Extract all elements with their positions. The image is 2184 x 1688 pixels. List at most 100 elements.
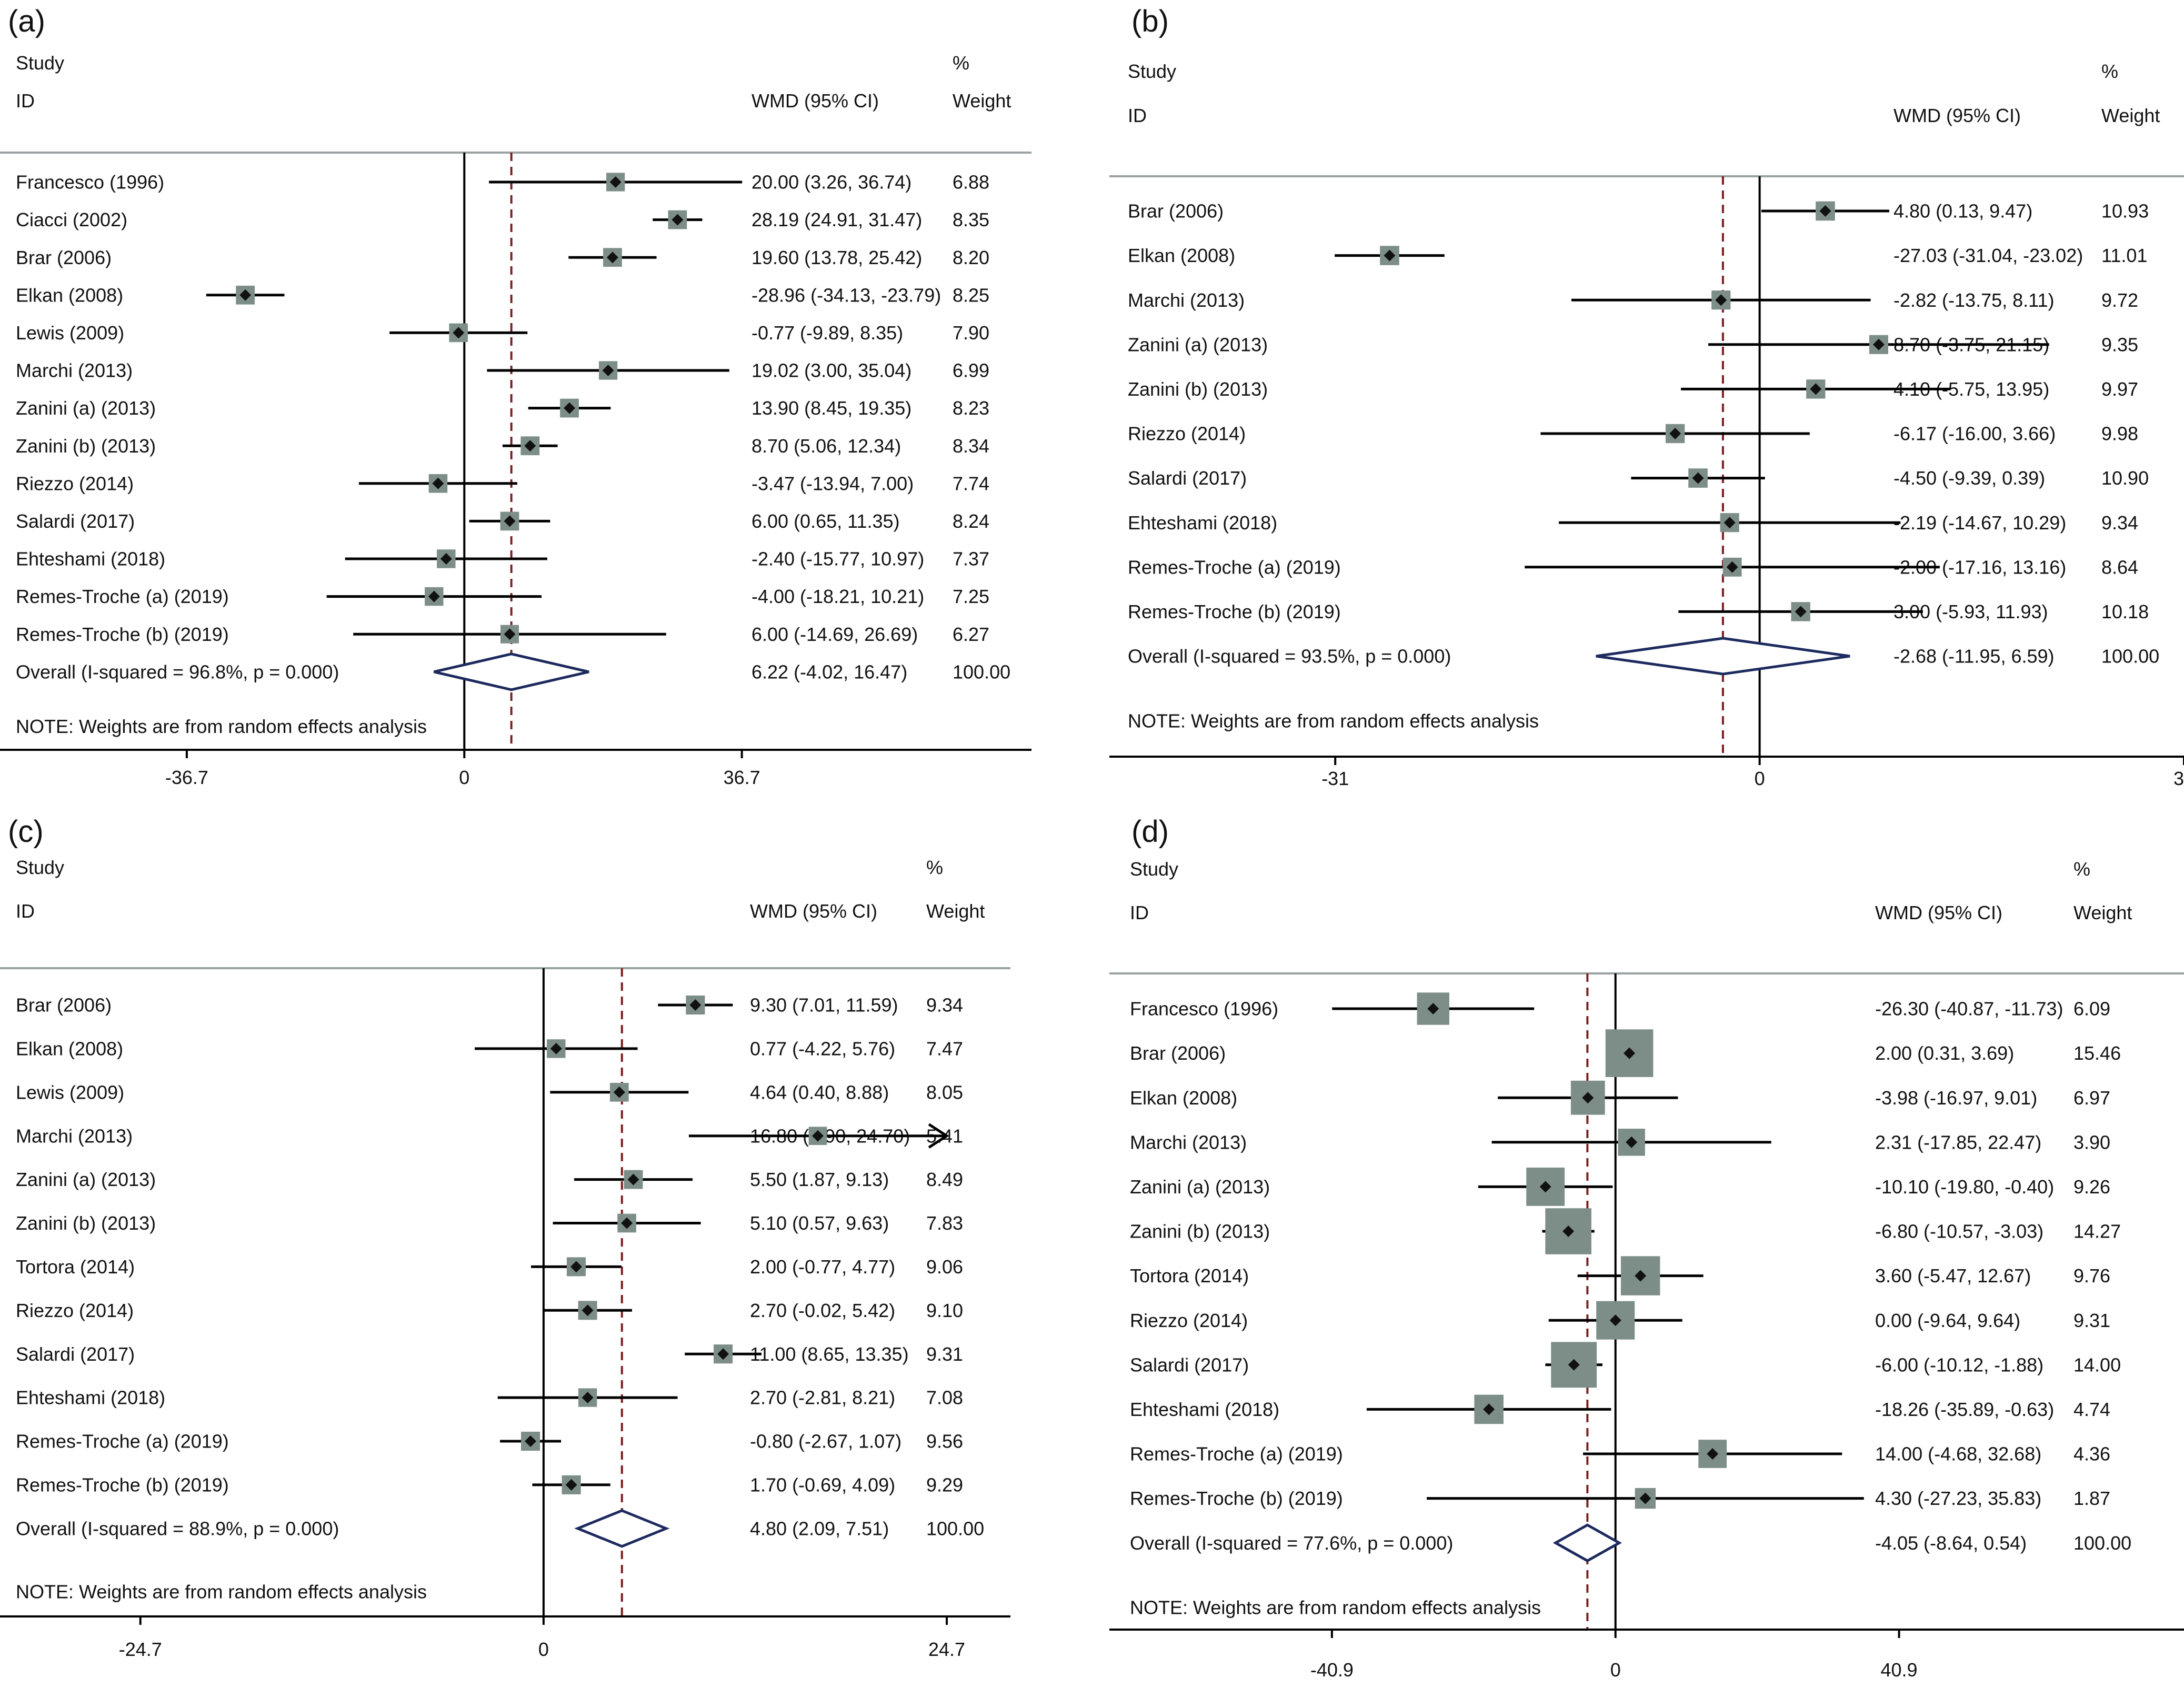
study-name: Remes-Troche (b) (2019) [1130,1488,1343,1509]
header-effect: WMD (95% CI) [750,900,877,922]
point-estimate [1384,249,1396,262]
study-ci: 19.60 (13.78, 25.42) [752,247,922,268]
study-row: Ehteshami (2018) -2.19 (-14.67, 10.29) 9.3… [1128,512,2138,534]
overall-row: Overall (I-squared = 96.8%, p = 0.000) 6.… [16,652,1010,691]
study-name: Brar (2006) [1130,1042,1226,1064]
study-name: Remes-Troche (a) (2019) [16,1431,229,1452]
x-tick-label: 0 [459,767,469,788]
study-weight: 7.47 [926,1038,963,1060]
study-row: Elkan (2008) -27.03 (-31.04, -23.02) 11.01 [1128,245,2147,266]
study-row: Ehteshami (2018) 2.70 (-2.81, 8.21) 7.08 [16,1387,963,1409]
study-ci: -2.40 (-15.77, 10.97) [752,548,924,570]
study-weight: 8.05 [926,1081,963,1103]
study-ci: -3.98 (-16.97, 9.01) [1875,1087,2037,1109]
study-row: Remes-Troche (a) (2019) -2.00 (-17.16, 13… [1128,556,2138,578]
study-row: Brar (2006) 2.00 (0.31, 3.69) 15.46 [1130,1029,2121,1077]
weights-note: NOTE: Weights are from random effects an… [16,716,427,737]
study-row: Francesco (1996) -26.30 (-40.87, -11.73) 6… [1130,992,2110,1025]
overall-weight: 100.00 [2073,1532,2131,1554]
x-tick-label: 0 [1610,1659,1621,1681]
overall-label: Overall (I-squared = 77.6%, p = 0.000) [1130,1532,1453,1554]
study-ci: -10.10 (-19.80, -0.40) [1875,1176,2054,1198]
study-name: Ciacci (2002) [16,209,127,230]
study-ci: 13.90 (8.45, 19.35) [752,397,911,419]
study-weight: 7.83 [926,1212,963,1234]
x-tick-label: 24.7 [928,1639,965,1660]
point-estimate [1568,1359,1580,1371]
study-ci: 20.00 (3.26, 36.74) [752,172,911,193]
study-name: Ehteshami (2018) [1128,512,1277,534]
study-ci: 0.00 (-9.64, 9.64) [1875,1310,2020,1331]
study-ci: -6.80 (-10.57, -3.03) [1875,1221,2043,1242]
study-weight: 4.36 [2073,1443,2110,1465]
study-ci: 2.31 (-17.85, 22.47) [1875,1131,2041,1153]
study-weight: 9.26 [2073,1176,2110,1198]
study-ci: 5.10 (0.57, 9.63) [750,1212,889,1234]
study-name: Salardi (2017) [16,510,135,532]
point-estimate [582,1392,594,1404]
study-ci: -4.50 (-9.39, 0.39) [1894,467,2045,489]
study-row: Remes-Troche (b) (2019) 4.30 (-27.23, 35.… [1130,1488,2110,1509]
study-row: Marchi (2013) 2.31 (-17.85, 22.47) 3.90 [1130,1129,2110,1156]
point-estimate [1669,428,1681,439]
weights-note: NOTE: Weights are from random effects an… [1130,1596,1541,1618]
study-weight: 6.99 [953,360,989,381]
point-estimate [621,1217,633,1229]
point-estimate [1562,1225,1575,1237]
study-weight: 10.18 [2101,601,2149,622]
study-name: Remes-Troche (b) (2019) [16,1474,229,1496]
study-weight: 9.10 [926,1300,963,1321]
study-row: Riezzo (2014) -3.47 (-13.94, 7.00) 7.74 [16,473,989,494]
study-name: Marchi (2013) [16,360,133,381]
x-tick-label: -31 [1321,768,1349,789]
study-ci: -3.47 (-13.94, 7.00) [752,473,914,494]
study-name: Ehteshami (2018) [16,1387,165,1409]
study-row: Salardi (2017) -6.00 (-10.12, -1.88) 14.00 [1130,1342,2121,1388]
x-tick-label: 40.9 [1881,1659,1918,1681]
study-name: Salardi (2017) [16,1343,135,1365]
study-row: Marchi (2013) 19.02 (3.00, 35.04) 6.99 [16,360,989,381]
study-weight: 8.24 [953,510,989,532]
forest-panel-2: (c) Study ID WMD (95% CI)% Weight Brar (2006)… [0,815,1010,1660]
study-ci: 1.70 (-0.69, 4.09) [750,1474,895,1496]
study-ci: 19.02 (3.00, 35.04) [752,360,911,381]
overall-ci: 4.80 (2.09, 7.51) [750,1518,889,1539]
study-ci: -2.19 (-14.67, 10.29) [1894,512,2066,534]
panel-label: (d) [1131,815,1169,849]
overall-diamond [574,1509,670,1548]
point-estimate [1483,1403,1495,1415]
point-estimate [570,1261,582,1273]
study-row: Brar (2006) 19.60 (13.78, 25.42) 8.20 [16,247,989,268]
point-estimate [1715,294,1727,306]
study-row: Marchi (2013) 16.80 (8.90, 24.70) 5.41 [16,1123,963,1149]
header-pct: % [926,857,943,878]
point-estimate [428,590,440,602]
overall-label: Overall (I-squared = 96.8%, p = 0.000) [16,661,339,682]
header-weight: Weight [953,90,1011,112]
point-estimate [504,628,516,640]
overall-diamond [1596,637,1850,676]
study-name: Riezzo (2014) [1130,1310,1248,1331]
x-tick-label: -24.7 [119,1639,162,1660]
study-row: Marchi (2013) -2.82 (-13.75, 8.11) 9.72 [1128,289,2138,311]
study-ci: -0.77 (-9.89, 8.35) [752,322,903,344]
point-estimate [565,1479,577,1491]
study-row: Remes-Troche (b) (2019) 1.70 (-0.69, 4.09… [16,1474,963,1496]
study-name: Tortora (2014) [1130,1265,1249,1287]
header-weight: Weight [926,900,985,922]
overall-diamond [1552,1523,1622,1563]
study-row: Brar (2006) 4.80 (0.13, 9.47) 10.93 [1128,200,2149,222]
header-weight: Weight [2101,105,2160,126]
study-name: Remes-Troche (b) (2019) [16,624,229,645]
overall-row: Overall (I-squared = 93.5%, p = 0.000) -2… [1128,637,2159,676]
study-row: Zanini (a) (2013) 5.50 (1.87, 9.13) 8.49 [16,1169,963,1190]
study-ci: 4.80 (0.13, 9.47) [1894,200,2032,222]
study-row: Ehteshami (2018) -2.40 (-15.77, 10.97) 7.3… [16,548,989,570]
study-name: Salardi (2017) [1130,1354,1249,1375]
study-row: Remes-Troche (a) (2019) 14.00 (-4.68, 32.… [1130,1440,2110,1468]
study-name: Zanini (a) (2013) [1130,1176,1270,1198]
study-ci: -27.03 (-31.04, -23.02) [1894,245,2083,266]
study-row: Ehteshami (2018) -18.26 (-35.89, -0.63) 4.… [1130,1394,2110,1424]
point-estimate [1872,338,1885,350]
study-weight: 8.25 [953,284,989,306]
